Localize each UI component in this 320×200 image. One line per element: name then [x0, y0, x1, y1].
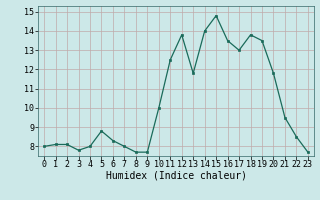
X-axis label: Humidex (Indice chaleur): Humidex (Indice chaleur) — [106, 171, 246, 181]
